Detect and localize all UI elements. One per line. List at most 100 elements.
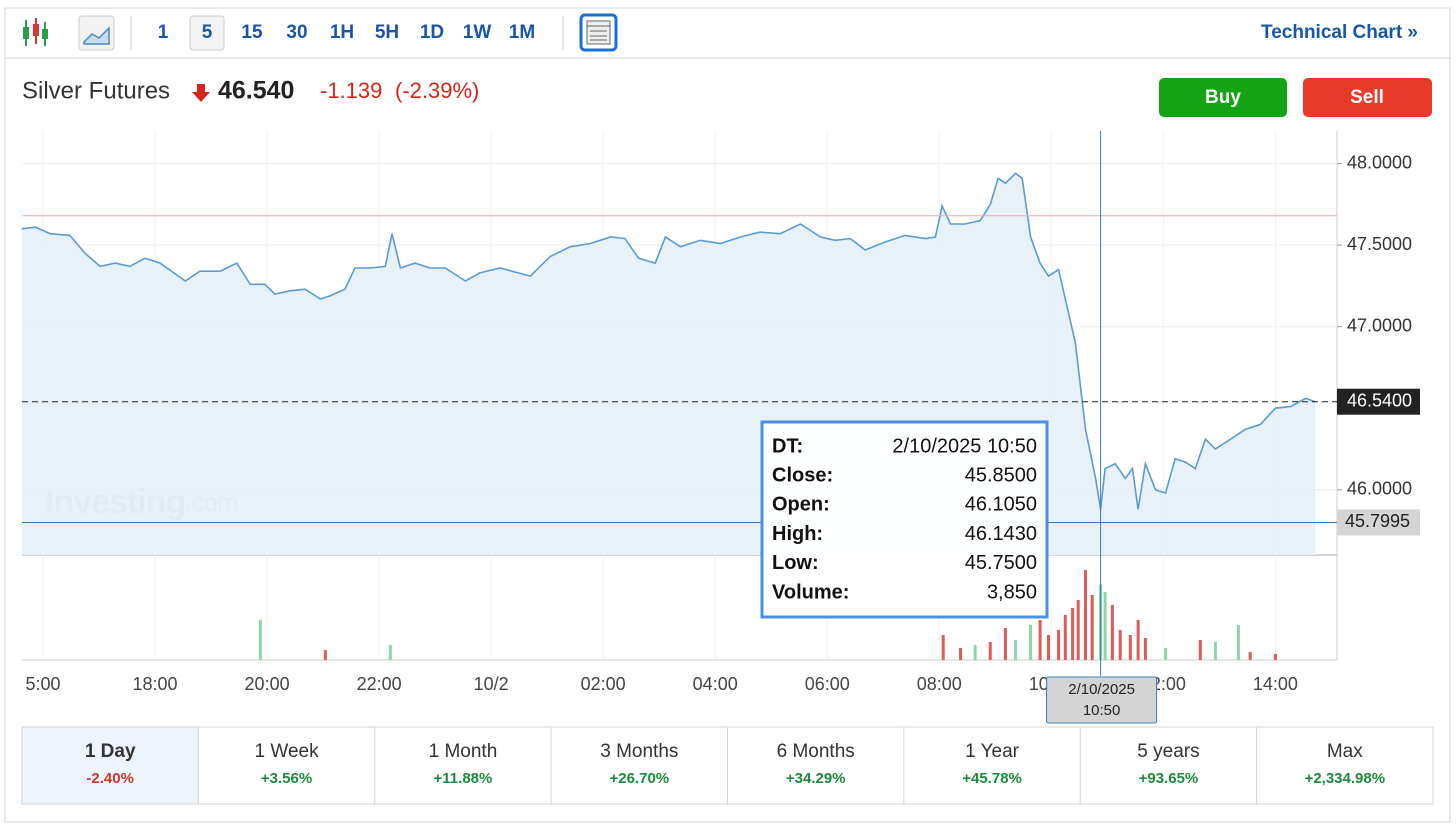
period-name[interactable]: 1 Month (429, 741, 498, 762)
x-tick-label: 02:00 (581, 674, 626, 694)
area-icon[interactable] (78, 15, 115, 51)
volume-bar (941, 635, 945, 660)
interval-selected[interactable] (189, 15, 225, 51)
volume-bar (1273, 654, 1277, 660)
period-name[interactable]: 5 years (1137, 741, 1199, 762)
tooltip-value: 46.1430 (965, 523, 1037, 545)
period-change[interactable]: +93.65% (1139, 770, 1199, 787)
period-cell[interactable] (197, 726, 376, 805)
change: -1.139 (320, 78, 382, 103)
volume-bar (1236, 625, 1240, 660)
volume-bar (1038, 620, 1042, 660)
crosshair-x-box (1046, 676, 1158, 724)
x-tick-label: 18:00 (133, 674, 178, 694)
chart: 5:00 18:00 20:00 22:00 10/2 02:00 04:00 06:00 08… (21, 131, 1420, 724)
x-tick-label: 22:00 (357, 674, 402, 694)
y-tick-label: 47.0000 (1347, 315, 1412, 335)
volume-bar (1110, 605, 1114, 660)
x-tick-label: 06:00 (805, 674, 850, 694)
interval-button[interactable]: 5H (375, 22, 399, 43)
period-change[interactable]: +26.70% (609, 770, 669, 787)
period-name[interactable]: 1 Day (85, 741, 136, 762)
tooltip-value: 46.1050 (965, 494, 1037, 516)
volume-bar (1083, 570, 1087, 660)
period-cell[interactable] (1079, 726, 1258, 805)
interval-button[interactable]: 1M (509, 22, 535, 43)
volume-bar (1103, 592, 1107, 660)
period-cell[interactable] (727, 726, 905, 805)
buy-button[interactable] (1159, 78, 1287, 117)
volume-bar (1063, 615, 1067, 660)
instrument-name: Silver Futures (22, 77, 170, 104)
buy-label[interactable]: Buy (1205, 87, 1241, 108)
volume-bar (1090, 595, 1094, 660)
x-tick-label: 10/2 (474, 674, 509, 694)
period-name[interactable]: 1 Week (255, 741, 320, 762)
tooltip-label: High: (772, 523, 823, 545)
tooltip-value: 45.8500 (965, 464, 1037, 486)
interval-button[interactable]: 1 (158, 22, 169, 43)
period-name[interactable]: 1 Year (965, 741, 1020, 762)
period-name[interactable]: 6 Months (777, 741, 855, 762)
period-change[interactable]: +11.88% (434, 770, 493, 787)
volume-bar (1164, 648, 1168, 660)
x-tick-label: 14:00 (1253, 674, 1298, 694)
period-name[interactable]: 3 Months (600, 741, 678, 762)
period-cell[interactable] (550, 726, 728, 805)
interval-button[interactable]: 1W (463, 22, 492, 43)
x-tick-label: 20:00 (245, 674, 290, 694)
period-change[interactable]: +34.29% (786, 770, 846, 787)
volume-bar (959, 648, 963, 660)
volume-bar (1128, 635, 1132, 660)
interval-button[interactable]: 1D (420, 22, 444, 43)
volume-bar (1143, 638, 1147, 660)
crosshair-y-label: 45.7995 (1345, 511, 1410, 531)
last-price-label: 46.5400 (1347, 390, 1412, 410)
period-cell[interactable] (903, 726, 1081, 805)
volume-bar (973, 645, 977, 660)
layout-icon[interactable] (579, 13, 618, 52)
tooltip-label: Volume: (772, 581, 849, 603)
technical-chart-link[interactable]: Technical Chart » (1261, 22, 1418, 43)
crosshair-date: 2/10/2025 (1068, 681, 1135, 698)
period-table: 1 Day -2.40% 1 Week +3.56% 1 Month +11.88% 3 M… (21, 726, 1434, 805)
interval-button[interactable]: 5 (202, 22, 213, 43)
tooltip-label: Low: (772, 552, 819, 574)
interval-button[interactable]: 30 (286, 22, 307, 43)
tooltip-label: DT: (772, 435, 803, 457)
period-change[interactable]: +3.56% (261, 770, 312, 787)
period-cell[interactable] (21, 726, 199, 805)
change-pct: (-2.39%) (395, 78, 479, 103)
period-name[interactable]: Max (1327, 741, 1363, 762)
volume-bar (1047, 635, 1051, 660)
sell-button[interactable] (1303, 78, 1432, 117)
volume-bar (258, 620, 262, 660)
period-cell[interactable] (374, 726, 552, 805)
x-tick-label: 08:00 (917, 674, 962, 694)
tooltip-label: Open: (772, 494, 830, 516)
period-change[interactable]: +2,334.98% (1305, 770, 1386, 787)
period-cell[interactable] (1256, 726, 1434, 805)
sell-label[interactable]: Sell (1350, 87, 1384, 108)
volume-bar (1198, 640, 1202, 660)
x-tick-label: 04:00 (693, 674, 738, 694)
y-tick-label: 47.5000 (1347, 234, 1412, 254)
period-change[interactable]: -2.40% (86, 770, 134, 787)
last-price-box (1337, 388, 1420, 415)
volume-bar (1076, 600, 1080, 660)
volume-bar (1071, 608, 1075, 660)
down-arrow (192, 84, 210, 102)
volume-bar (1118, 630, 1122, 660)
volume-bar (1136, 620, 1140, 660)
tooltip-value: 3,850 (987, 581, 1037, 603)
period-change[interactable]: +45.78% (962, 770, 1022, 787)
interval-button[interactable]: 15 (241, 22, 263, 43)
price-line (21, 172, 1316, 510)
candle-icon[interactable] (23, 18, 48, 46)
interval-button[interactable]: 1H (330, 22, 354, 43)
y-tick-label: 48.0000 (1347, 152, 1412, 172)
tooltip-label: Close: (772, 464, 833, 486)
crosshair-y-box (1337, 509, 1420, 536)
